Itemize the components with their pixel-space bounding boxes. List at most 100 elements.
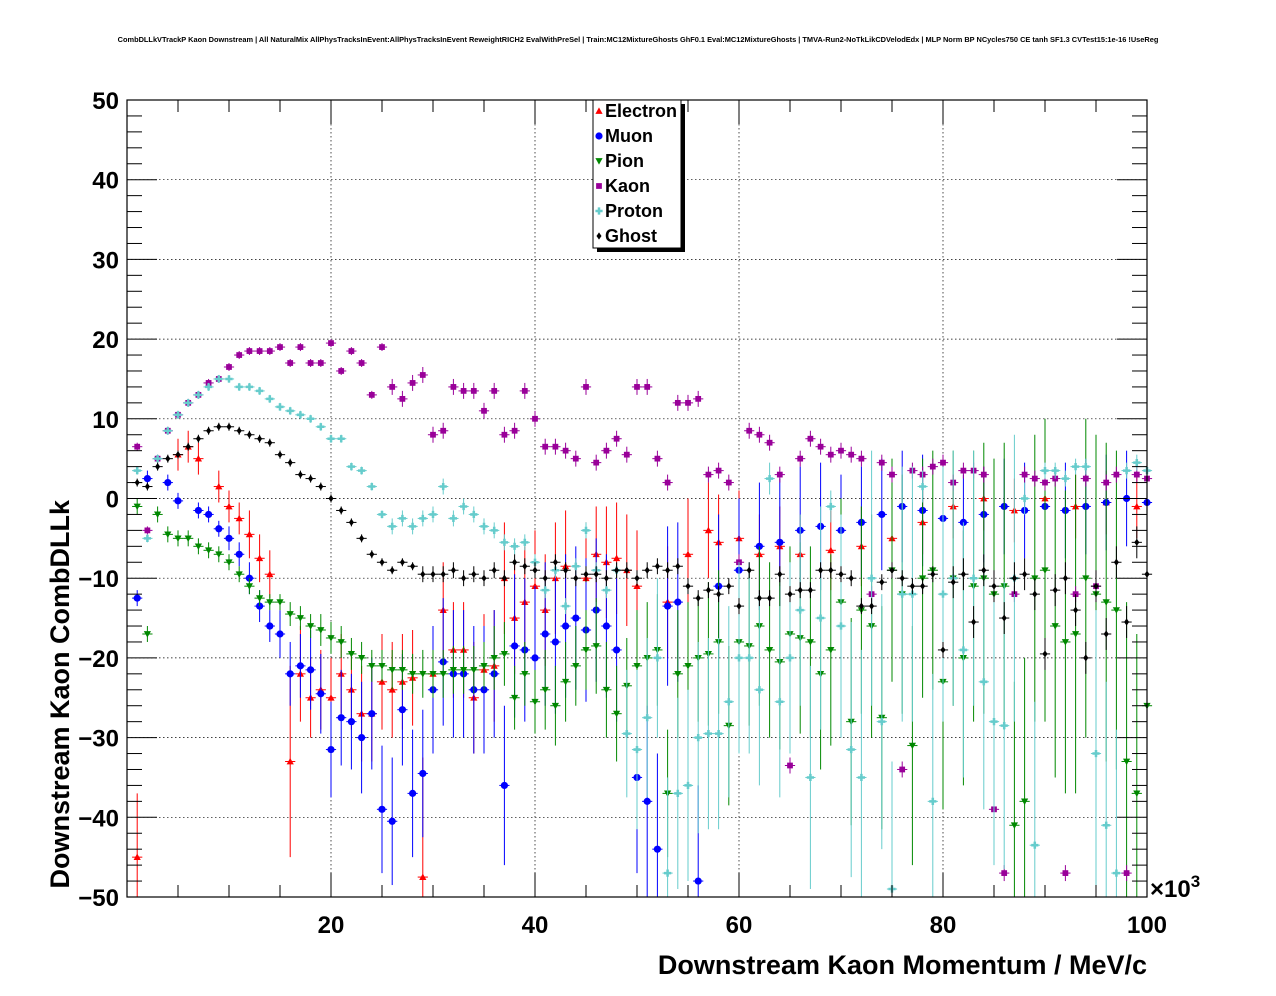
marker [1083,654,1089,662]
data-point-proton [183,398,194,407]
marker [419,372,426,378]
y-axis-title: Downstream Kaon CombDLLk [45,499,75,889]
data-point-proton [478,518,490,535]
data-point-ghost [713,586,724,603]
data-point-proton [733,562,745,754]
data-point-muon [234,542,245,567]
data-point-ghost [285,458,296,467]
marker [215,525,223,533]
data-point-proton [835,514,847,738]
marker [674,789,682,797]
marker [471,570,477,578]
data-point-proton [305,414,316,423]
data-point-ghost [213,422,224,431]
marker [491,566,497,574]
data-point-pion [601,641,612,738]
marker [541,586,549,594]
data-point-kaon [1019,466,1030,483]
data-point-kaon [897,761,908,778]
data-point-ghost [744,562,755,579]
data-point-proton [254,386,265,395]
data-point-kaon [652,450,663,467]
legend-label: Ghost [605,226,657,246]
data-point-kaon [132,442,143,451]
marker [358,734,366,742]
marker [317,423,325,431]
marker [919,482,927,491]
marker [256,387,264,395]
data-point-electron [193,442,204,475]
marker [175,451,181,459]
marker [562,447,569,454]
marker [174,497,182,505]
marker [756,431,763,438]
marker [185,443,191,451]
data-point-proton [580,522,592,539]
data-point-pion [223,554,235,571]
marker [409,380,416,386]
marker [389,566,395,574]
marker [338,506,344,515]
marker [1092,749,1100,758]
data-point-kaon [438,422,449,439]
data-point-kaon [703,466,714,483]
marker [245,530,253,538]
data-point-ghost [356,534,367,543]
data-point-kaon [682,394,694,411]
data-point-kaon [958,462,969,479]
marker [419,873,427,880]
data-point-muon [407,729,418,858]
marker [878,459,885,466]
marker [960,467,967,474]
marker [307,623,315,630]
data-point-proton [468,506,479,523]
data-point-ghost [1080,641,1091,674]
marker [532,415,538,422]
data-point-ghost [295,470,306,479]
marker [858,602,864,610]
data-points [132,339,1153,897]
marker [133,467,141,475]
marker [266,570,274,578]
data-point-proton [397,510,408,527]
marker [1113,471,1120,478]
marker [572,455,579,462]
marker [522,562,528,570]
marker [348,348,355,354]
data-point-ghost [478,570,490,587]
marker [582,647,590,654]
y-tick-label: −30 [78,726,119,753]
marker [144,482,150,491]
marker [460,502,468,511]
marker [776,471,783,478]
marker [572,662,580,670]
marker [920,582,926,590]
marker [450,384,457,390]
axis-ticks: 20 40 60 80 100 −50 −40 −30 −20 −10 0 10 20 30 40 50 [78,88,1167,939]
data-point-proton [162,426,173,435]
data-point-kaon [662,474,673,491]
data-point-ghost [1009,562,1020,595]
marker [419,670,427,678]
marker [634,384,640,390]
marker [602,686,610,694]
data-point-muon [213,520,224,537]
marker [460,388,467,394]
marker [644,384,651,390]
marker [960,570,966,578]
marker [653,845,662,853]
data-point-proton [152,454,163,463]
data-point-ghost [580,566,592,583]
marker [410,562,416,570]
marker [899,574,905,582]
marker [664,602,672,610]
data-point-proton [234,382,245,391]
data-point-kaon [1060,865,1071,882]
marker [838,570,844,578]
data-point-ghost [662,562,673,579]
data-point-pion [458,645,469,694]
marker [602,622,611,630]
marker [388,817,396,825]
marker [613,710,621,718]
data-point-proton [1090,610,1102,897]
